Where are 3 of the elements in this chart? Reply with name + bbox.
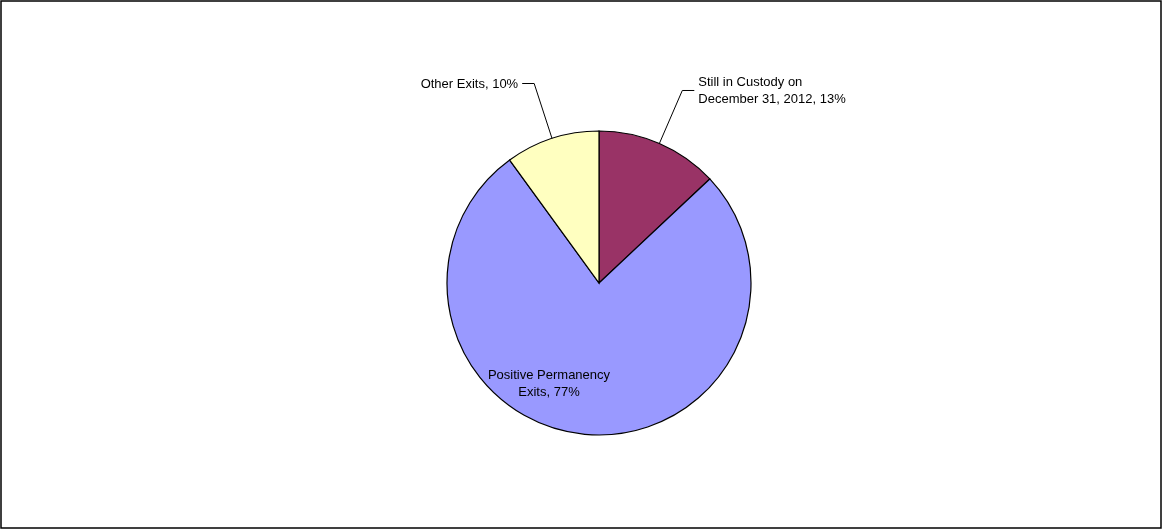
slice-label: Other Exits, 10%: [420, 75, 519, 91]
slice-label: Positive Permanency Exits, 77%: [487, 366, 611, 399]
slice-label: Still in Custody on December 31, 2012, 13%: [698, 73, 847, 106]
